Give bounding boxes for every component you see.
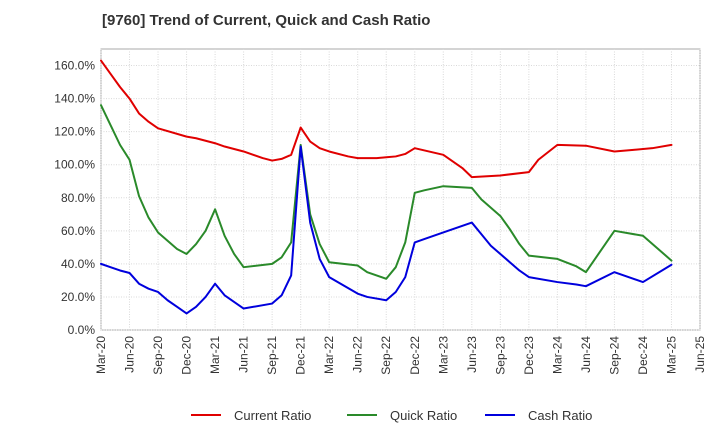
y-tick-label: 0.0% <box>68 323 96 337</box>
y-tick-label: 120.0% <box>54 125 95 139</box>
chart-title: [9760] Trend of Current, Quick and Cash … <box>102 12 431 29</box>
x-tick-label: Sep-23 <box>493 336 507 375</box>
x-tick-label: Jun-25 <box>693 336 707 373</box>
legend-label-current-ratio: Current Ratio <box>234 408 311 423</box>
x-tick-label: Dec-23 <box>522 336 536 375</box>
x-tick-label: Jun-21 <box>237 336 251 373</box>
x-tick-label: Dec-20 <box>180 336 194 375</box>
x-tick-label: Jun-23 <box>465 336 479 373</box>
series-layer <box>100 59 673 315</box>
series-line-quick-ratio <box>100 104 673 280</box>
y-tick-label: 60.0% <box>61 224 95 238</box>
x-tick-label: Mar-21 <box>208 336 222 374</box>
x-tick-label: Mar-20 <box>94 336 108 374</box>
x-tick-label: Mar-22 <box>322 336 336 374</box>
legend-label-quick-ratio: Quick Ratio <box>390 408 457 423</box>
x-tick-label: Dec-22 <box>408 336 422 375</box>
y-tick-label: 160.0% <box>54 59 95 73</box>
x-tick-label: Jun-20 <box>123 336 137 373</box>
x-tick-label: Mar-23 <box>436 336 450 374</box>
series-line-current-ratio <box>100 59 673 179</box>
legend: Current Ratio Quick Ratio Cash Ratio <box>191 408 592 423</box>
y-tick-layer: 0.0% 20.0% 40.0% 60.0% 80.0% 100.0% 120.0% 140.… <box>54 59 95 337</box>
y-tick-label: 20.0% <box>61 290 95 304</box>
x-tick-label: Sep-22 <box>379 336 393 375</box>
y-tick-label: 140.0% <box>54 92 95 106</box>
legend-label-cash-ratio: Cash Ratio <box>528 408 592 423</box>
y-tick-label: 40.0% <box>61 257 95 271</box>
x-tick-label: Dec-21 <box>294 336 308 375</box>
grid-layer <box>100 49 701 331</box>
x-tick-label: Jun-22 <box>351 336 365 373</box>
series-line-cash-ratio <box>100 145 673 315</box>
x-tick-label: Sep-24 <box>607 336 621 375</box>
y-tick-label: 80.0% <box>61 191 95 205</box>
y-tick-label: 100.0% <box>54 158 95 172</box>
x-tick-label: Sep-20 <box>151 336 165 375</box>
x-tick-layer: Mar-20 Jun-20 Sep-20 Dec-20 Mar-21 Jun-21 Sep-… <box>94 336 707 375</box>
x-tick-label: Sep-21 <box>265 336 279 375</box>
x-tick-label: Mar-25 <box>664 336 678 374</box>
x-tick-label: Jun-24 <box>579 336 593 373</box>
x-tick-label: Mar-24 <box>550 336 564 374</box>
x-tick-label: Dec-24 <box>636 336 650 375</box>
plot-frame <box>100 48 701 331</box>
